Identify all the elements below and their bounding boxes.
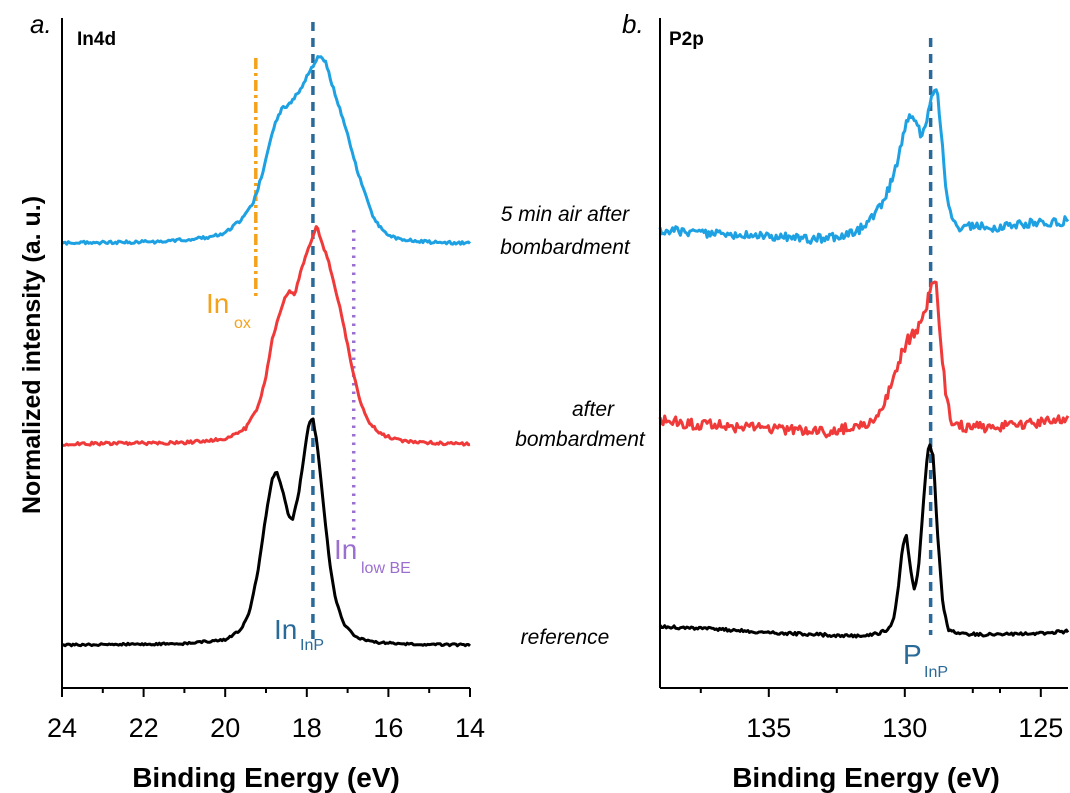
sample-label-bombard-line2: bombardment <box>515 428 646 451</box>
marker-label-sub-in-ox: ox <box>234 315 251 332</box>
panel-a-axes: 24 22 20 18 16 14 <box>47 18 485 743</box>
marker-label-sub-in-inp: InP <box>300 637 324 654</box>
panel-b-x-axis-label: Binding Energy (eV) <box>732 762 1000 793</box>
panel-b-axes: 135 130 125 <box>659 18 1068 743</box>
x-tick-label: 14 <box>455 713 485 743</box>
panel-b-letter: b. <box>622 9 644 39</box>
marker-label-sub-in-low-be: low BE <box>361 560 411 577</box>
sample-label-reference: reference <box>521 626 610 649</box>
marker-label-in-inp: In <box>274 614 297 645</box>
marker-label-in-ox: In <box>206 288 229 319</box>
series-line-reference <box>658 443 1070 639</box>
x-tick-label: 16 <box>373 713 403 743</box>
marker-label-in-low-be: In <box>334 534 357 565</box>
x-tick-label: 24 <box>47 713 77 743</box>
x-tick-label: 22 <box>129 713 159 743</box>
x-tick-label: 125 <box>1018 713 1063 743</box>
sample-label-bombard-line1: after <box>572 398 615 421</box>
x-tick-label: 130 <box>882 713 927 743</box>
sample-label-air-line2: bombardment <box>500 236 631 259</box>
series-line-bombard <box>658 280 1070 439</box>
sample-labels: 5 min air after bombardment after bombar… <box>500 203 646 649</box>
panel-a-letter: a. <box>30 9 52 39</box>
sample-label-air-line1: 5 min air after <box>501 203 630 226</box>
y-axis-label: Normalized intensity (a. u.) <box>18 196 46 514</box>
panel-b-title: P2p <box>669 29 704 50</box>
panel-a-title: In4d <box>77 29 116 50</box>
marker-label-sub-p-inp: InP <box>924 664 948 681</box>
marker-label-p-inp: P <box>903 639 922 670</box>
panel-a-series <box>61 55 472 648</box>
x-tick-label: 18 <box>292 713 322 743</box>
panel-b-series <box>658 88 1070 639</box>
series-line-bombard <box>61 225 471 447</box>
series-line-reference <box>61 417 471 648</box>
x-tick-label: 135 <box>746 713 791 743</box>
panel-a-x-axis-label: Binding Energy (eV) <box>132 762 400 793</box>
x-tick-label: 20 <box>210 713 240 743</box>
panel-a-markers <box>254 22 356 640</box>
series-line-air <box>61 55 472 246</box>
series-line-air <box>658 88 1070 245</box>
